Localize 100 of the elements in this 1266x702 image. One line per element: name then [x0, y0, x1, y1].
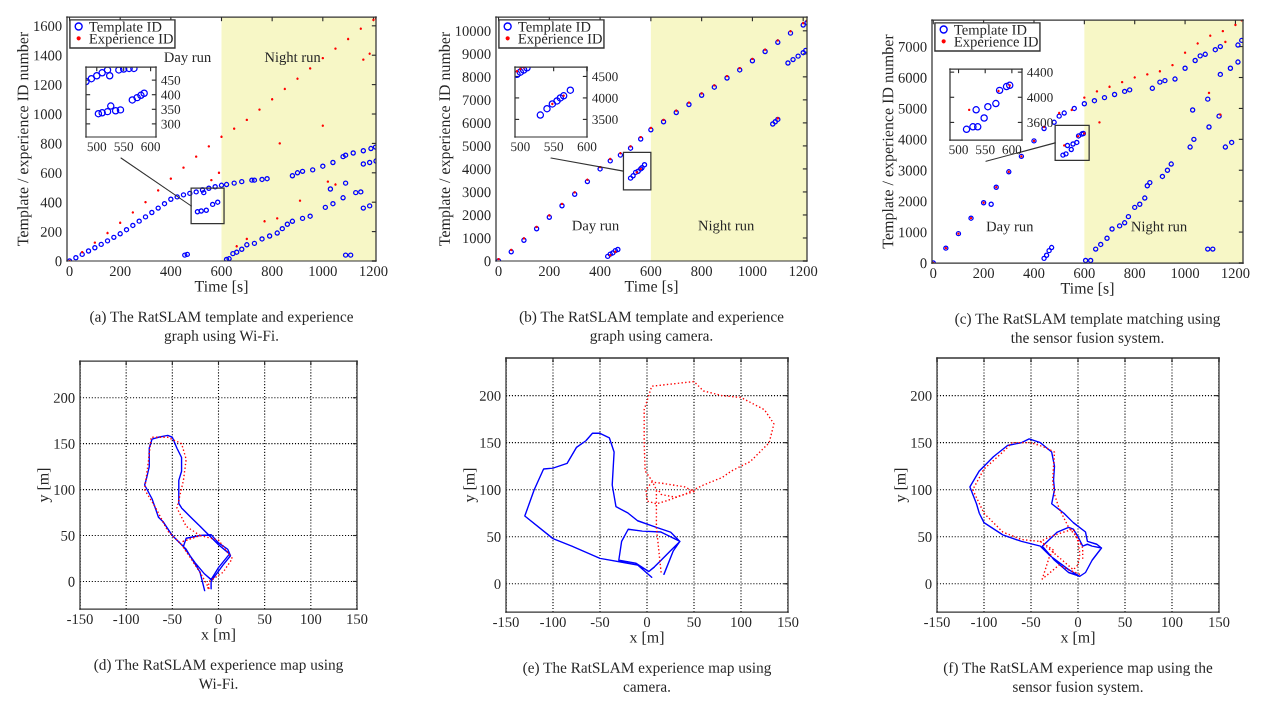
text: sensor fusion system.: [1013, 680, 1143, 696]
y-tick-label: 1000: [899, 227, 927, 238]
x-tick-label: 50: [258, 614, 272, 625]
text: (b) The RatSLAM template and experience: [519, 311, 784, 325]
annotation: Day run: [572, 220, 619, 234]
y-tick-label: 0: [494, 579, 501, 589]
y-tick-label: 50: [61, 530, 75, 541]
y-axis-title: Template / experience ID number: [438, 31, 454, 246]
y-tick-label: 1400: [34, 50, 62, 61]
x-tick-label: 50: [1118, 617, 1132, 628]
y-tick-label: 0: [920, 258, 927, 269]
y-tick-label: 400: [161, 90, 181, 100]
y-tick-label: 10000: [455, 26, 491, 37]
legend-label: Template ID: [954, 24, 1027, 38]
x-tick-label: 550: [976, 145, 995, 155]
x-tick-label: 1000: [1171, 268, 1200, 279]
y-tick-label: 300: [161, 119, 181, 129]
y-tick-label: 100: [911, 485, 932, 495]
x-axis-title: Time [s]: [194, 280, 248, 294]
y-tick-label: 200: [40, 226, 62, 237]
x-tick-label: 550: [544, 142, 564, 152]
text: (e) The RatSLAM experience map using: [523, 662, 772, 676]
y-tick-label: 4400: [1027, 67, 1053, 77]
x-tick-label: -100: [540, 617, 566, 628]
x-tick-label: 1000: [309, 266, 337, 277]
text: camera.: [623, 684, 670, 692]
x-tick-label: -100: [113, 614, 139, 625]
x-tick-label: 800: [691, 266, 713, 277]
x-tick-label: 150: [778, 617, 799, 628]
x-tick-label: -150: [924, 617, 950, 628]
text: (a) The RatSLAM template and experience: [90, 311, 353, 325]
y-tick-label: 4000: [592, 93, 618, 103]
x-tick-label: 600: [1074, 268, 1095, 279]
y-tick-label: 50: [918, 532, 932, 542]
y-tick-label: 6000: [462, 118, 491, 129]
y-tick-label: 4000: [1027, 93, 1053, 102]
y-tick-label: 4000: [462, 164, 491, 175]
y-tick-label: 150: [54, 439, 75, 449]
y-tick-label: 150: [911, 438, 932, 448]
x-tick-label: 150: [1209, 617, 1230, 628]
text: (d) The RatSLAM experience map using: [94, 659, 344, 673]
y-tick-label: 5000: [898, 103, 927, 114]
text: graph using camera.: [590, 330, 713, 344]
y-tick-label: 100: [54, 484, 75, 495]
y-tick-label: 4500: [592, 72, 618, 82]
x-tick-label: 500: [87, 142, 107, 152]
x-tick-label: 800: [261, 266, 283, 277]
y-tick-label: 150: [480, 438, 501, 448]
legend-label: Experience ID: [954, 36, 1038, 50]
x-tick-label: 600: [1002, 145, 1022, 155]
x-tick-label: 100: [731, 617, 752, 628]
y-axis-title: y [m]: [463, 468, 478, 503]
y-tick-label: 0: [925, 579, 932, 589]
text: Wi-Fi.: [198, 678, 238, 689]
y-tick-label: 4000: [898, 134, 927, 145]
annotation: Day run: [164, 52, 211, 66]
text: graph using Wi-Fi.: [164, 330, 278, 344]
x-axis-title: x [m]: [201, 628, 235, 642]
text: (f) The RatSLAM experience map using the: [943, 661, 1213, 677]
text: (c) The RatSLAM template matching using: [955, 313, 1221, 327]
y-axis-title: Template / experience ID number: [882, 34, 897, 249]
annotation: Night run: [698, 220, 755, 234]
x-tick-label: -150: [493, 617, 519, 628]
legend-label: Template ID: [518, 21, 591, 35]
annotation: Day run: [986, 221, 1034, 235]
y-tick-label: 1000: [34, 109, 62, 120]
x-tick-label: 600: [141, 142, 161, 152]
y-axis-title: Template / experience ID number: [17, 31, 32, 246]
x-tick-label: 1000: [739, 266, 767, 277]
y-tick-label: 0: [68, 576, 75, 587]
y-tick-label: 7000: [898, 41, 927, 52]
legend-label: Experience ID: [518, 33, 602, 47]
y-tick-label: 400: [40, 197, 62, 208]
annotation: Night run: [264, 51, 321, 66]
y-tick-label: 0: [55, 256, 62, 267]
y-tick-label: 50: [487, 532, 501, 542]
x-tick-label: 150: [347, 614, 368, 625]
annotation: Night run: [1131, 221, 1187, 235]
x-tick-label: -50: [590, 617, 610, 628]
y-tick-label: 200: [910, 390, 932, 401]
legend-label: Experience ID: [89, 33, 173, 47]
legend-label: Template ID: [89, 21, 162, 35]
x-tick-label: 100: [1162, 617, 1183, 628]
y-axis-title: y [m]: [37, 468, 52, 503]
x-tick-label: 200: [973, 268, 994, 279]
y-axis-title: y [m]: [894, 468, 909, 503]
x-tick-label: 500: [511, 142, 530, 152]
x-tick-label: 200: [109, 266, 131, 277]
y-tick-label: 0: [484, 256, 491, 267]
x-tick-label: 1200: [1222, 268, 1250, 279]
x-tick-label: 800: [1124, 268, 1146, 279]
x-axis-title: Time [s]: [624, 280, 678, 294]
y-tick-label: 3600: [1027, 118, 1053, 128]
x-tick-label: -150: [67, 614, 93, 625]
x-tick-label: 600: [577, 142, 597, 152]
x-tick-label: 100: [301, 614, 322, 625]
x-axis-title: x [m]: [1060, 631, 1095, 645]
x-tick-label: -100: [971, 617, 997, 628]
x-tick-label: 600: [211, 266, 232, 277]
y-tick-label: 6000: [898, 72, 927, 83]
